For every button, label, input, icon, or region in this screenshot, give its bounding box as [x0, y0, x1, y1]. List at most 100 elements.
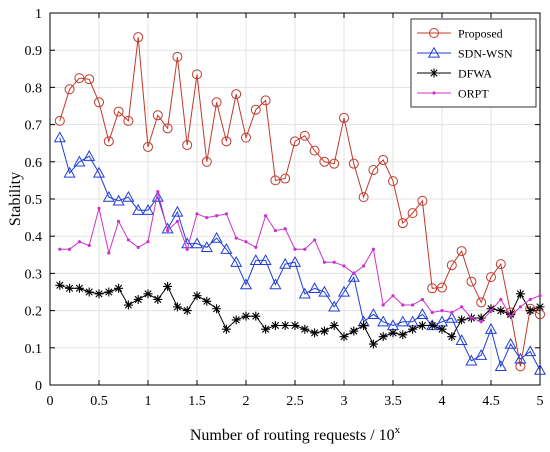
data-point-dfwa [123, 300, 133, 310]
data-point-orpt [440, 309, 444, 313]
series-orpt [58, 189, 542, 324]
data-point-proposed [290, 136, 300, 147]
data-point-orpt [254, 245, 258, 249]
data-point-orpt [518, 305, 523, 309]
data-point-sdn-wsn [367, 308, 380, 319]
data-point-proposed [446, 260, 457, 271]
data-point-sdn-wsn [239, 278, 253, 290]
data-point-dfwa [192, 291, 202, 301]
data-point-proposed [515, 361, 526, 372]
data-point-orpt [293, 247, 297, 251]
data-point-dfwa [359, 320, 369, 330]
data-point-sdn-wsn [151, 190, 164, 202]
data-point-proposed [74, 73, 85, 84]
data-point-orpt [479, 320, 483, 324]
legend-marker-proposed [429, 28, 439, 38]
data-point-orpt [156, 189, 160, 194]
x-tick-label: 0.5 [90, 394, 108, 409]
legend-label-sdn-wsn: SDN-WSN [458, 47, 513, 61]
data-point-dfwa [114, 283, 124, 293]
data-point-orpt [244, 240, 248, 244]
data-point-orpt [97, 206, 101, 210]
data-point-dfwa [143, 289, 153, 299]
legend: Proposed SDN-WSN DFWA ORPT [410, 18, 537, 108]
data-point-dfwa [525, 306, 535, 316]
y-tick-label: 0.1 [25, 342, 43, 357]
data-point-sdn-wsn [269, 278, 282, 290]
data-point-sdn-wsn [514, 352, 527, 364]
data-point-dfwa [515, 289, 525, 299]
data-point-orpt [195, 212, 199, 216]
data-point-dfwa [476, 313, 486, 323]
data-point-proposed [133, 32, 144, 43]
legend-marker-dfwa [429, 68, 439, 78]
data-point-proposed [299, 130, 310, 141]
data-point-dfwa [388, 328, 398, 338]
data-point-dfwa [241, 311, 251, 321]
data-point-orpt [117, 219, 121, 223]
data-point-dfwa [378, 332, 388, 342]
data-point-dfwa [447, 332, 457, 342]
data-point-orpt [362, 264, 366, 268]
data-point-dfwa [94, 289, 104, 299]
data-point-proposed [192, 69, 202, 80]
data-point-sdn-wsn [347, 270, 360, 282]
legend-marker-orpt [432, 91, 436, 95]
data-point-orpt [342, 264, 346, 268]
x-tick-label: 2.5 [286, 394, 304, 409]
data-point-proposed [309, 145, 320, 156]
data-point-dfwa [172, 302, 182, 312]
data-point-proposed [152, 110, 163, 121]
legend-label-dfwa: DFWA [458, 67, 492, 81]
data-point-proposed [201, 156, 212, 167]
data-point-sdn-wsn [298, 287, 311, 299]
legend-marker-sdn-wsn [427, 46, 441, 58]
data-point-sdn-wsn [396, 315, 409, 327]
data-point-orpt [381, 303, 385, 307]
data-point-sdn-wsn [484, 322, 498, 334]
data-point-dfwa [212, 304, 222, 314]
data-point-proposed [427, 283, 438, 294]
data-point-dfwa [496, 306, 506, 316]
y-tick-label: 1 [35, 7, 42, 22]
y-tick-label: 0.9 [25, 44, 43, 59]
data-point-dfwa [417, 320, 427, 330]
y-tick-label: 0.7 [25, 119, 43, 134]
data-point-dfwa [65, 283, 75, 293]
data-point-orpt [136, 245, 140, 249]
data-point-proposed [103, 136, 114, 147]
data-point-dfwa [221, 324, 231, 334]
data-point-dfwa [535, 302, 545, 312]
data-point-sdn-wsn [102, 190, 115, 202]
y-tick-label: 0.4 [25, 230, 43, 245]
data-point-proposed [123, 115, 134, 126]
series-dfwa [55, 280, 545, 349]
x-tick-label: 4 [439, 394, 446, 409]
data-point-dfwa [104, 287, 114, 297]
data-point-orpt [411, 303, 415, 307]
data-point-orpt [146, 240, 150, 244]
data-point-orpt [215, 214, 219, 218]
data-point-proposed [221, 136, 232, 147]
data-point-sdn-wsn [455, 334, 468, 346]
x-axis-title-main: Number of routing requests / 10 [190, 427, 395, 444]
data-point-orpt [283, 227, 287, 231]
data-point-sdn-wsn [190, 237, 204, 249]
axis-ticks: 0 0.5 1 1.5 2 2.5 3 3.5 4 4.5 5 0 0.1 0.2 0.3 0.4 0.5 0.6… [25, 7, 544, 409]
data-point-dfwa [408, 324, 418, 334]
data-point-orpt [273, 229, 277, 233]
data-point-sdn-wsn [132, 203, 145, 215]
x-tick-label: 0 [47, 394, 54, 409]
data-point-proposed [456, 246, 467, 257]
data-point-sdn-wsn [230, 256, 243, 267]
data-point-orpt [107, 251, 111, 255]
data-point-dfwa [427, 320, 437, 330]
x-tick-label: 2 [243, 394, 250, 409]
data-point-dfwa [349, 326, 359, 336]
data-point-orpt [430, 310, 434, 315]
data-point-dfwa [74, 283, 84, 293]
data-point-orpt [185, 247, 189, 251]
data-point-proposed [162, 123, 173, 134]
x-tick-label: 3.5 [384, 394, 402, 409]
data-point-orpt [313, 238, 317, 242]
